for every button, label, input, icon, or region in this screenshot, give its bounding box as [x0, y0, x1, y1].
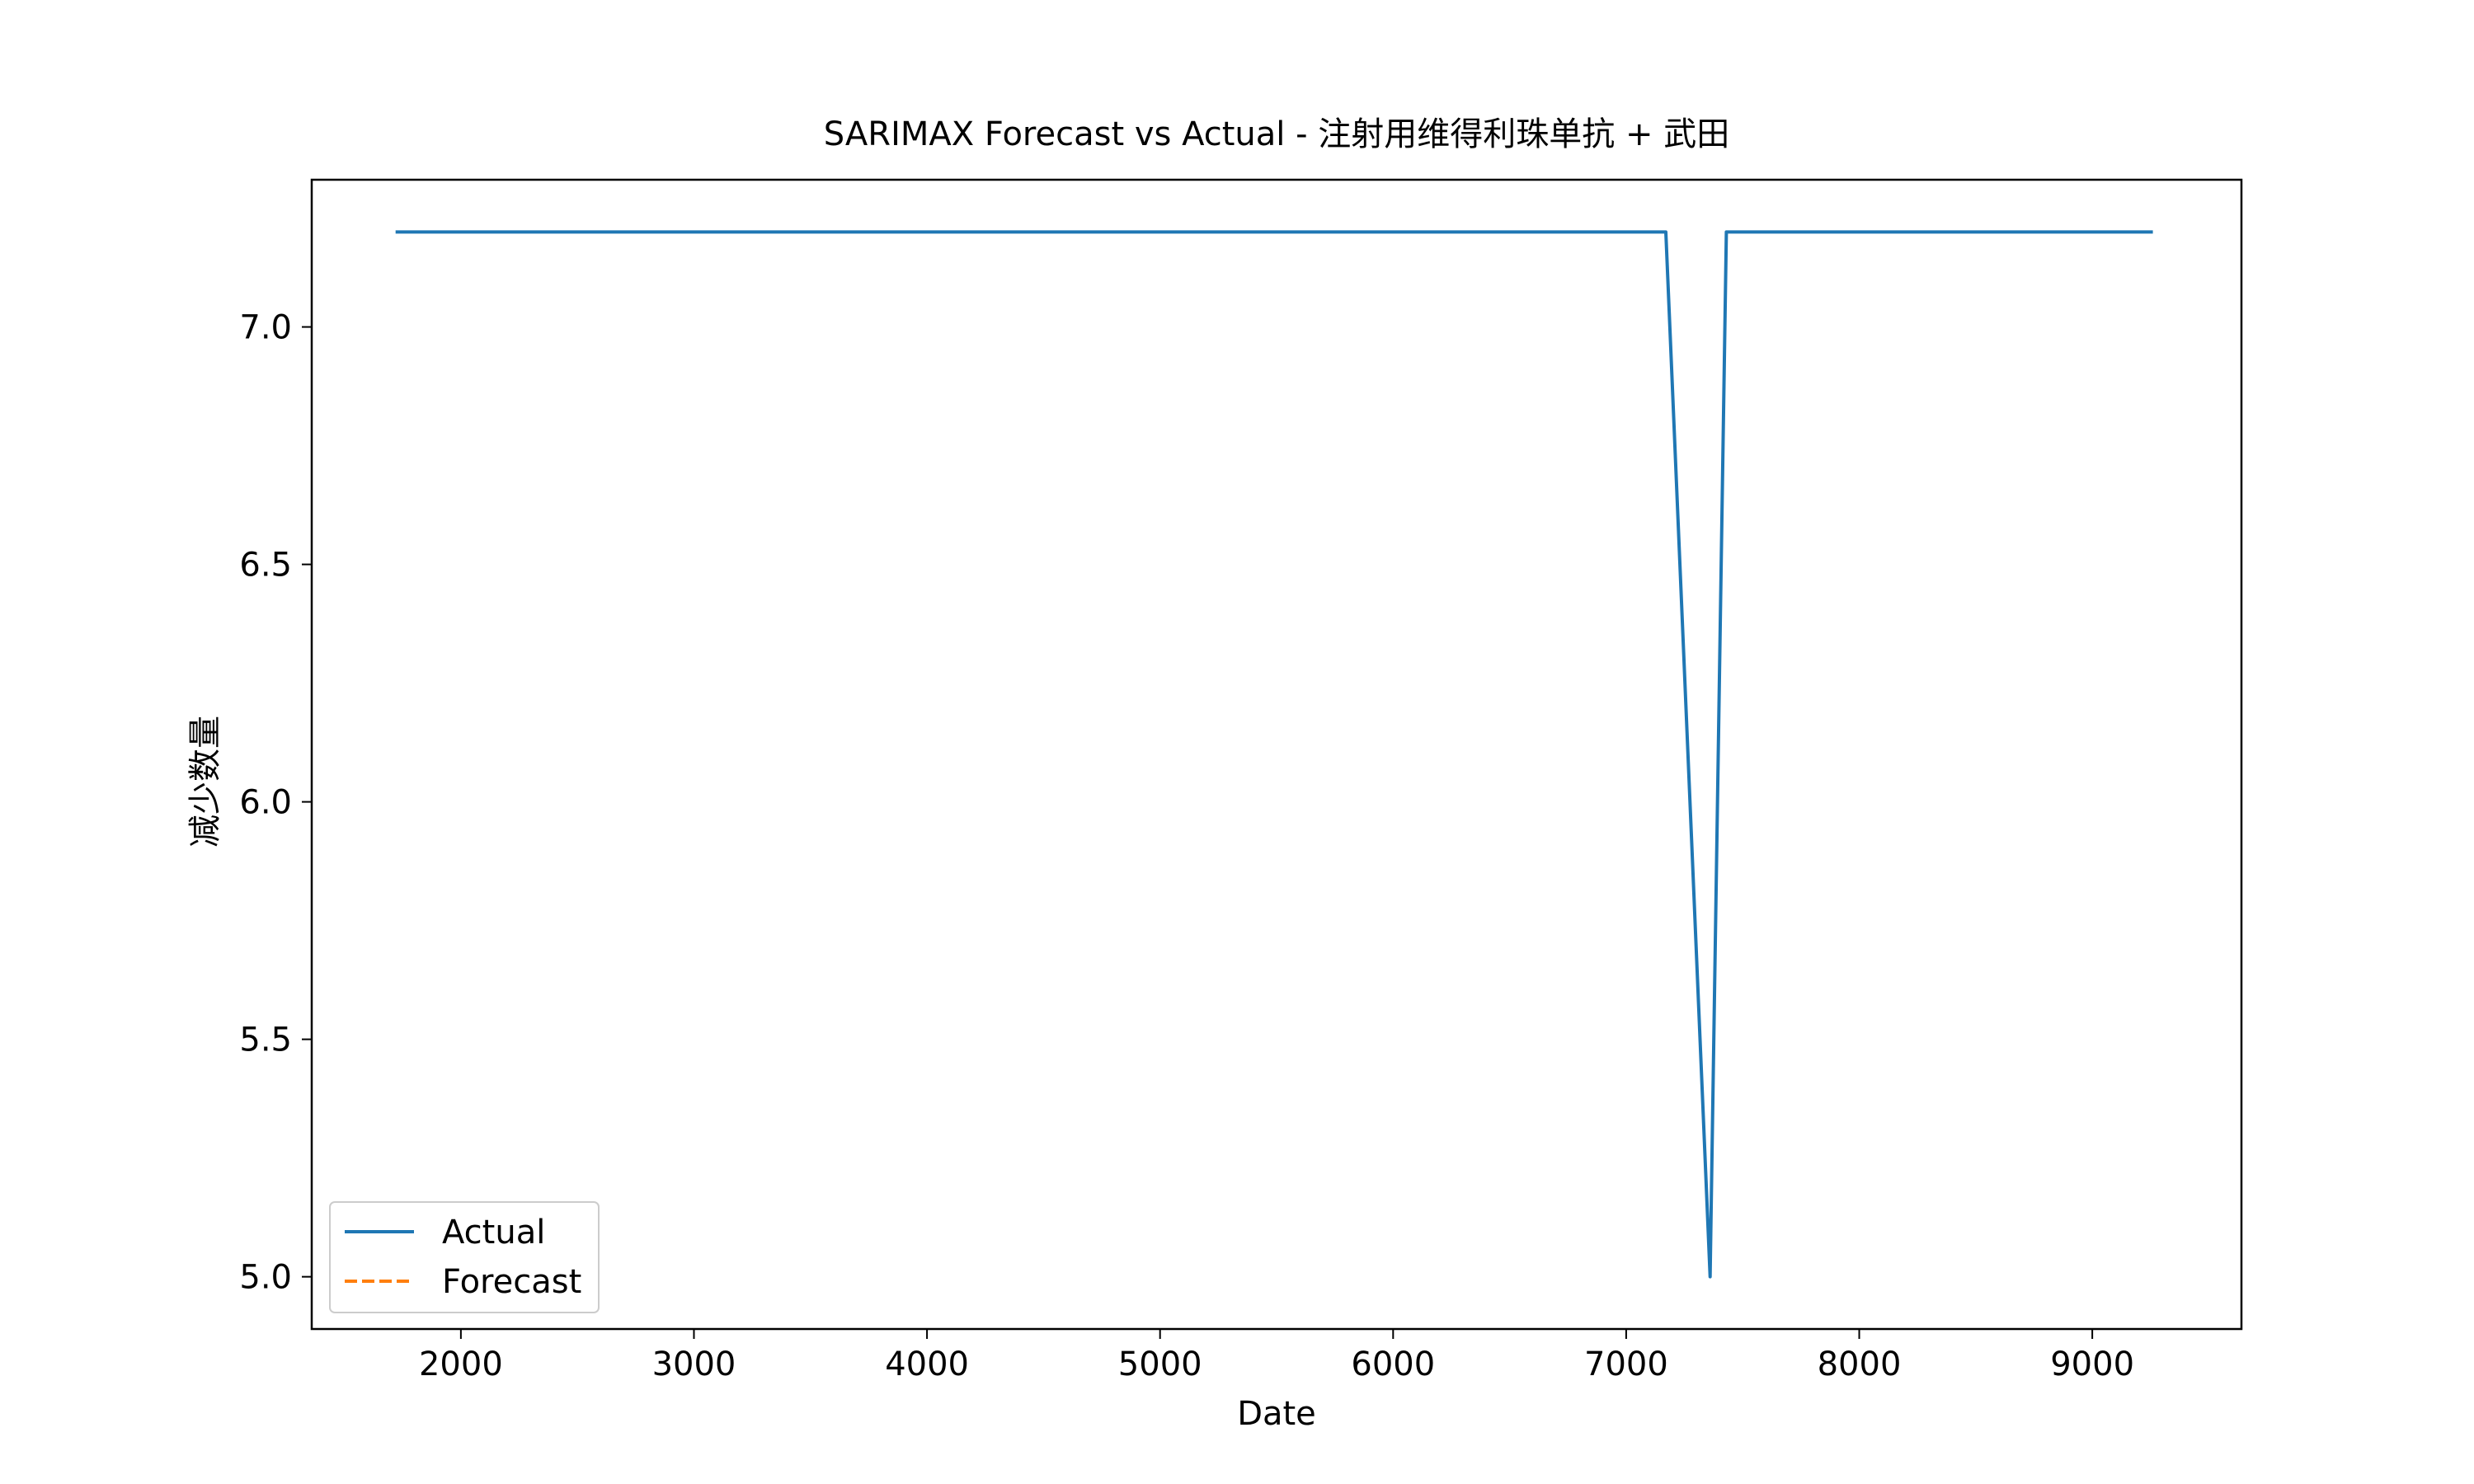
y-tick-label: 5.5 [239, 1021, 292, 1059]
x-tick-label: 8000 [1818, 1345, 1902, 1383]
legend: Actual Forecast [329, 1201, 600, 1313]
x-axis-ticks: 2000 3000 4000 5000 6000 7000 8000 9000 [419, 1329, 2134, 1383]
x-tick-label: 7000 [1584, 1345, 1668, 1383]
x-tick-label: 4000 [885, 1345, 969, 1383]
y-tick-label: 7.0 [239, 309, 292, 347]
chart-title: SARIMAX Forecast vs Actual - 注射用维得利珠单抗 +… [824, 115, 1729, 153]
x-axis-label: Date [1237, 1395, 1316, 1433]
legend-label-forecast: Forecast [442, 1263, 581, 1301]
plot-frame [310, 178, 2243, 1331]
x-tick-label: 3000 [652, 1345, 736, 1383]
x-tick-label: 5000 [1118, 1345, 1202, 1383]
y-tick-label: 6.5 [239, 547, 292, 585]
y-axis-ticks: 5.0 5.5 6.0 6.5 7.0 [239, 309, 312, 1297]
x-tick-label: 9000 [2050, 1345, 2134, 1383]
legend-box [329, 1201, 600, 1313]
y-axis-label: 减少数量 [186, 716, 224, 848]
x-tick-label: 6000 [1351, 1345, 1435, 1383]
y-tick-label: 6.0 [239, 784, 292, 822]
plot-area [310, 178, 2243, 1331]
x-tick-label: 2000 [419, 1345, 503, 1383]
y-tick-label: 5.0 [239, 1259, 292, 1297]
series-line-actual [395, 230, 2153, 1279]
legend-label-actual: Actual [442, 1214, 545, 1252]
